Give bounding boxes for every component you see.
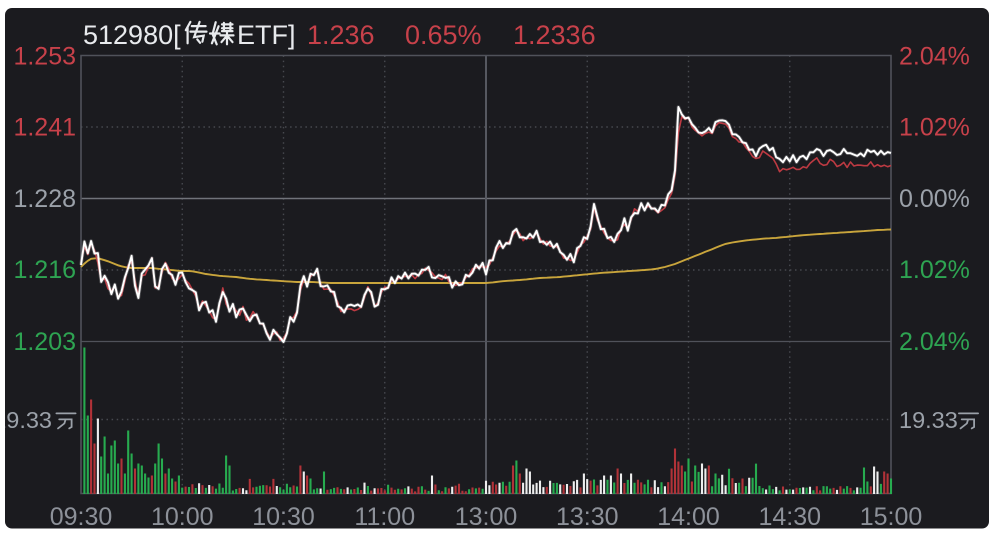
svg-text:14:00: 14:00 — [657, 503, 720, 531]
svg-text:1.2336: 1.2336 — [513, 20, 596, 50]
svg-text:1.203: 1.203 — [13, 328, 76, 356]
svg-text:2.04%: 2.04% — [899, 43, 970, 71]
svg-text:10:00: 10:00 — [151, 503, 214, 531]
svg-text:14:30: 14:30 — [758, 503, 821, 531]
svg-text:1.02%: 1.02% — [899, 256, 970, 284]
svg-text:1.253: 1.253 — [13, 43, 76, 71]
svg-text:13:00: 13:00 — [455, 503, 518, 531]
svg-text:2.04%: 2.04% — [899, 328, 970, 356]
svg-text:19.33: 19.33 — [0, 407, 52, 433]
svg-text:1.02%: 1.02% — [899, 114, 970, 142]
svg-text:1.216: 1.216 — [13, 256, 76, 284]
svg-text:09:30: 09:30 — [50, 503, 113, 531]
svg-text:0.65%: 0.65% — [405, 20, 482, 50]
svg-text:13:30: 13:30 — [556, 503, 619, 531]
svg-text:11:00: 11:00 — [354, 503, 415, 531]
svg-text:512980[: 512980[ — [83, 20, 181, 50]
svg-text:0.00%: 0.00% — [899, 185, 970, 213]
svg-text:1.241: 1.241 — [13, 114, 76, 142]
svg-text:ETF]: ETF] — [237, 20, 296, 50]
svg-text:10:30: 10:30 — [252, 503, 315, 531]
svg-text:19.33: 19.33 — [899, 407, 958, 433]
svg-text:1.228: 1.228 — [13, 185, 76, 213]
svg-text:1.236: 1.236 — [307, 20, 375, 50]
svg-text:15:00: 15:00 — [860, 503, 923, 531]
